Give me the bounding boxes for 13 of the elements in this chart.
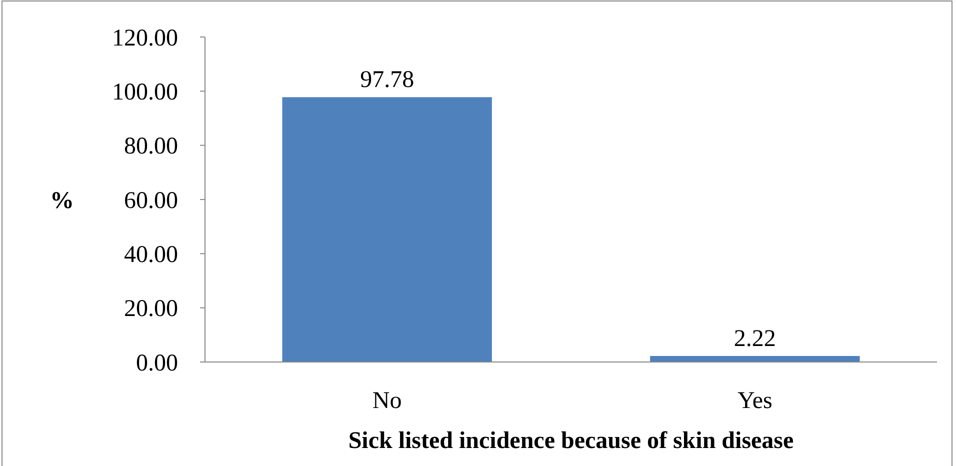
y-tick-label: 100.00 [112,80,178,106]
x-tick-label: Yes [737,388,772,414]
data-label: 97.78 [360,67,414,94]
y-tick-label: 60.00 [124,188,178,214]
y-tick-label: 20.00 [124,296,178,322]
y-tick-label: 0.00 [136,350,178,376]
x-tick-label: No [372,388,402,414]
y-tick-label: 120.00 [112,25,178,52]
y-axis-title: % [50,188,74,214]
y-tick-label: 40.00 [124,242,178,268]
y-tick-label: 80.00 [124,134,178,160]
data-label: 2.22 [734,326,776,352]
x-axis-title: Sick listed incidence because of skin disease [348,428,794,454]
